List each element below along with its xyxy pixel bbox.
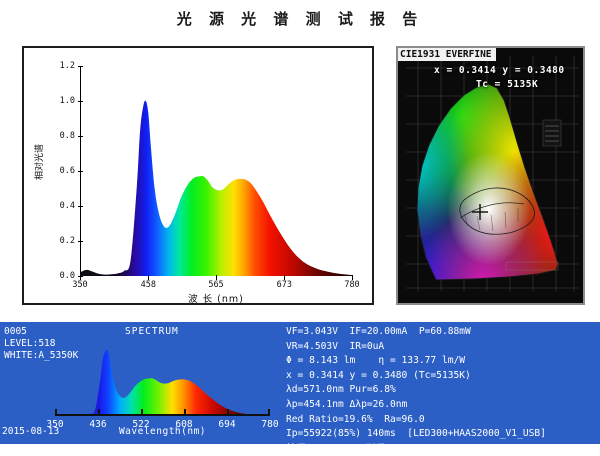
- spectrum-x-tick-label: 673: [276, 280, 292, 290]
- spectrum-y-tick: [78, 101, 83, 102]
- spectrum-y-tick: [78, 171, 83, 172]
- spectrum-y-tick-label: 0.6: [59, 166, 75, 176]
- cie-footer-annotation: [505, 261, 559, 271]
- readout-line: Ip=55922(85%) 140ms [LED300+HAAS2000_V1_…: [286, 428, 546, 440]
- mini-x-tick: [55, 409, 57, 416]
- mini-x-tick-label: 694: [218, 419, 236, 430]
- device-id-label: 0005: [4, 326, 27, 337]
- readout-line: VR=4.503V IR=0uA: [286, 340, 385, 352]
- mini-x-tick: [141, 409, 143, 416]
- device-white-label: WHITE:A_5350K: [4, 350, 79, 361]
- spectrum-x-tick: [148, 275, 150, 280]
- spectrum-y-tick: [78, 241, 83, 242]
- cie-diagram: [398, 48, 583, 303]
- mini-x-tick-label: 780: [261, 419, 279, 430]
- cie-tc-readout: Tc = 5135K: [476, 79, 539, 90]
- mini-x-tick: [268, 409, 270, 416]
- spectrum-y-tick: [78, 66, 83, 67]
- measurement-readout-list: VF=3.043V IF=20.00mA P=60.88mW VR=4.503V …: [286, 325, 596, 456]
- mini-spectrum-plot: 350 436 522 608 694 780: [46, 342, 279, 430]
- spectrum-y-tick-label: 1.2: [59, 61, 75, 71]
- readout-line: Red Ratio=19.6% Ra=96.0: [286, 413, 425, 425]
- instrument-readout-panel: 0005 LEVEL:518 WHITE:A_5350K 2015-08-13 …: [0, 322, 600, 455]
- spectrum-y-tick: [78, 206, 83, 207]
- mini-x-tick-label: 436: [89, 419, 107, 430]
- mini-x-tick-label: 522: [132, 419, 150, 430]
- mini-x-tick-label: 350: [46, 419, 64, 430]
- spectrum-y-axis-label: 相对光谱: [35, 143, 45, 180]
- spectrum-x-tick: [216, 275, 217, 280]
- measurement-date: 2015-08-13: [2, 426, 60, 437]
- spectrum-chart-panel: 相对光谱 波 长 (nm): [22, 46, 374, 305]
- spectrum-x-tick-label: 350: [72, 280, 88, 290]
- cie-chromaticity-panel: CIE1931 EVERFINE x = 0.3414 y = 0.3480 T…: [396, 46, 585, 305]
- spectrum-y-tick-label: 1.0: [59, 96, 75, 106]
- spectrum-x-tick: [284, 275, 286, 280]
- readout-line: Φ = 8.143 lm η = 133.77 lm/W: [286, 355, 466, 367]
- spectrum-x-tick-label: 458: [140, 280, 156, 290]
- mini-x-tick: [184, 409, 186, 416]
- spectrum-y-tick-label: 0.0: [59, 271, 75, 281]
- spectrum-y-tick-label: 0.8: [59, 131, 75, 141]
- cie-spectral-locus: [416, 83, 559, 281]
- spectrum-x-tick: [80, 275, 81, 280]
- mini-x-tick: [98, 409, 100, 416]
- spectrum-curve: [80, 100, 352, 276]
- mini-spectrum-curve: [55, 349, 270, 416]
- spectrum-x-axis-label: 波 长 (nm): [188, 294, 244, 305]
- cie-xy-readout: x = 0.3414 y = 0.3480: [434, 65, 565, 76]
- mini-spectrum-caption: SPECTRUM: [125, 326, 179, 337]
- spectrum-y-tick: [78, 136, 83, 137]
- mini-x-tick-label: 608: [175, 419, 193, 430]
- readout-line: VF=3.043V IF=20.00mA P=60.88mW: [286, 326, 471, 337]
- readout-line: λd=571.0nm Pur=6.8%: [286, 384, 396, 396]
- spectrum-x-tick-label: 565: [208, 280, 224, 290]
- spectrum-y-tick-label: 0.4: [59, 201, 75, 211]
- cie-blackbody-region: [459, 187, 535, 235]
- cie-title-label: CIE1931 EVERFINE: [398, 48, 496, 61]
- spectrum-x-tick-label: 780: [344, 280, 360, 290]
- spectrum-y-tick-label: 0.2: [59, 236, 75, 246]
- spectrum-plot-area: 0.0 0.2 0.4 0.6 0.8 1.0 1.2 350 458 565 673 780: [60, 61, 360, 290]
- cie-measurement-marker: [472, 204, 488, 220]
- mini-x-axis: [55, 414, 270, 416]
- mini-x-axis-label: Wavelength(nm): [118, 426, 207, 437]
- spectrum-x-tick: [352, 275, 353, 280]
- readout-line: λp=454.1nm Δλp=26.0nm: [286, 398, 408, 410]
- device-level-label: LEVEL:518: [4, 338, 56, 349]
- readout-line: x = 0.3414 y = 0.3480 (Tc=5135K): [286, 369, 471, 381]
- cie-legend-box: [542, 119, 562, 147]
- cie-planckian-locus: [459, 202, 525, 219]
- mini-x-tick: [227, 409, 229, 416]
- page-title: 光 源 光 谱 测 试 报 告: [176, 10, 424, 28]
- cie-isotherm-lines: [463, 208, 519, 232]
